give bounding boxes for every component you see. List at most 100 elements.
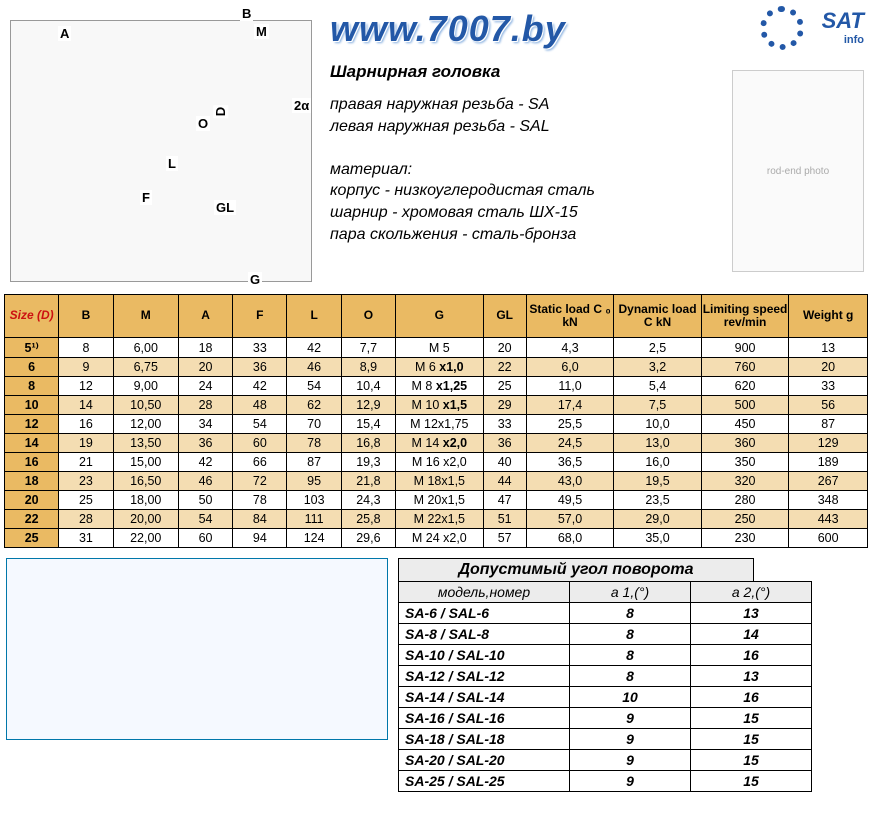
main-col-header: Limiting speed rev/min [701,295,789,338]
table-cell: 19 [59,434,113,453]
table-cell: 36 [483,434,526,453]
table-cell: 250 [701,510,789,529]
table-cell: 360 [701,434,789,453]
table-cell: 54 [178,510,232,529]
table-cell: 230 [701,529,789,548]
dim-A: A [58,26,71,41]
table-cell: 5¹⁾ [5,338,59,358]
table-cell: 10,0 [614,415,702,434]
table-row: 101410,5028486212,9M 10 x1,52917,47,5500… [5,396,868,415]
angle-cell: 8 [570,624,691,645]
table-cell: 95 [287,472,341,491]
dim-M: M [254,24,269,39]
table-cell: 6,00 [113,338,178,358]
main-col-header: Static load C ₀ kN [526,295,614,338]
table-cell: 443 [789,510,868,529]
table-cell: 84 [233,510,287,529]
table-cell: M 18x1,5 [396,472,484,491]
table-cell: 103 [287,491,341,510]
angle-cell: 8 [570,666,691,687]
table-cell: 28 [178,396,232,415]
table-cell: 18,00 [113,491,178,510]
table-cell: 2,5 [614,338,702,358]
angle-table: модель,номера 1,(°)а 2,(°) SA-6 / SAL-68… [398,581,812,792]
table-cell: 18 [178,338,232,358]
table-cell: 46 [178,472,232,491]
table-cell: 25,8 [341,510,395,529]
table-cell: 111 [287,510,341,529]
table-cell: 50 [178,491,232,510]
table-cell: 13,50 [113,434,178,453]
angle-cell: 13 [691,666,812,687]
table-cell: 348 [789,491,868,510]
main-spec-table: Size (D)BMAFLOGGLStatic load C ₀ kNDynam… [4,294,868,548]
angle-row: SA-8 / SAL-8814 [399,624,812,645]
table-cell: 9,00 [113,377,178,396]
table-cell: 10,4 [341,377,395,396]
angle-cell: 16 [691,687,812,708]
angle-cell: SA-6 / SAL-6 [399,603,570,624]
table-cell: 23 [59,472,113,491]
table-cell: M 14 x2,0 [396,434,484,453]
table-cell: 280 [701,491,789,510]
table-cell: 10 [5,396,59,415]
brand-sub: info [822,34,864,46]
angle-cell: 8 [570,645,691,666]
table-cell: 36,5 [526,453,614,472]
table-cell: M 16 x2,0 [396,453,484,472]
table-cell: 57 [483,529,526,548]
dim-GL: GL [214,200,236,215]
table-cell: 42 [178,453,232,472]
angle-cell: 13 [691,603,812,624]
table-cell: 25,5 [526,415,614,434]
table-cell: 49,5 [526,491,614,510]
dim-F: F [140,190,152,205]
table-cell: 7,5 [614,396,702,415]
table-cell: 22 [483,358,526,377]
table-row: 141913,5036607816,8M 14 x2,03624,513,036… [5,434,868,453]
angle-col-header: а 2,(°) [691,582,812,603]
table-cell: 29,6 [341,529,395,548]
dim-angle: 2α [292,98,311,113]
table-cell: 33 [233,338,287,358]
table-cell: 57,0 [526,510,614,529]
table-cell: 60 [233,434,287,453]
table-cell: 28 [59,510,113,529]
table-cell: 620 [701,377,789,396]
table-cell: 22,00 [113,529,178,548]
table-cell: 10,50 [113,396,178,415]
table-cell: 44 [483,472,526,491]
angle-table-body: SA-6 / SAL-6813SA-8 / SAL-8814SA-10 / SA… [399,603,812,792]
table-cell: 34 [178,415,232,434]
angle-row: SA-18 / SAL-18915 [399,729,812,750]
table-cell: 8 [59,338,113,358]
table-cell: 8,9 [341,358,395,377]
angle-cell: 15 [691,708,812,729]
table-cell: 78 [233,491,287,510]
table-row: 253122,00609412429,6M 24 x2,05768,035,02… [5,529,868,548]
main-col-header: GL [483,295,526,338]
table-cell: 25 [59,491,113,510]
angle-cell: 16 [691,645,812,666]
table-cell: M 10 x1,5 [396,396,484,415]
table-cell: 33 [483,415,526,434]
table-cell: 42 [233,377,287,396]
table-cell: 16,0 [614,453,702,472]
table-cell: 87 [789,415,868,434]
table-cell: 24,5 [526,434,614,453]
table-cell: M 8 x1,25 [396,377,484,396]
table-cell: 4,3 [526,338,614,358]
table-cell: 62 [287,396,341,415]
table-cell: 124 [287,529,341,548]
table-cell: 46 [287,358,341,377]
dim-B: B [240,6,253,21]
table-cell: 15,00 [113,453,178,472]
table-cell: 48 [233,396,287,415]
angle-cell: SA-20 / SAL-20 [399,750,570,771]
angle-table-wrap: Допустимый угол поворота модель,номера 1… [398,558,812,792]
table-cell: 22 [5,510,59,529]
main-table-header-row: Size (D)BMAFLOGGLStatic load C ₀ kNDynam… [5,295,868,338]
table-cell: 14 [5,434,59,453]
table-cell: 60 [178,529,232,548]
table-cell: 54 [233,415,287,434]
